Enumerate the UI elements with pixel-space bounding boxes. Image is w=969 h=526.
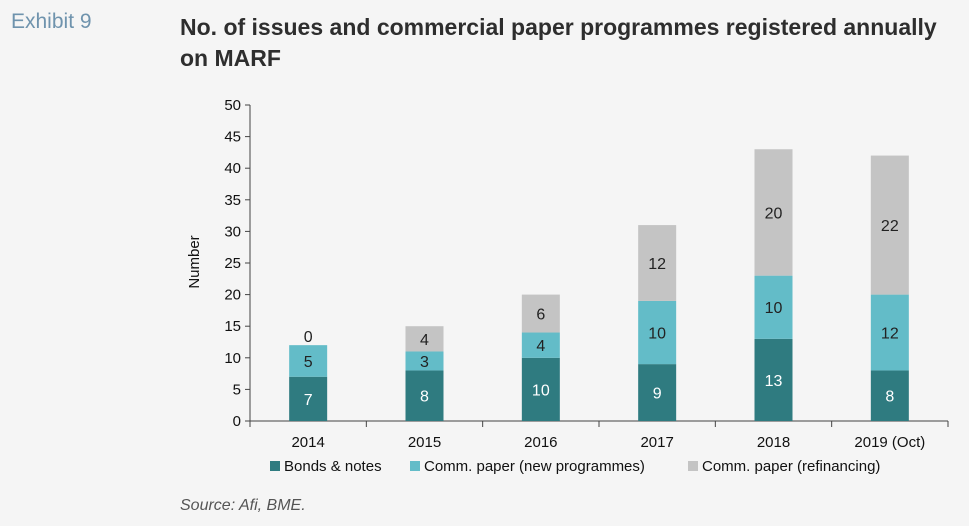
x-tick-label: 2016 <box>524 434 557 451</box>
y-tick-label: 35 <box>224 192 241 209</box>
bar-segment <box>754 338 793 421</box>
bar-segment <box>754 275 793 339</box>
bar-segment <box>289 376 328 421</box>
y-axis: 0 5 10 15 20 25 30 35 40 45 50 <box>224 97 251 430</box>
y-axis-label: Number <box>186 235 203 288</box>
legend-swatch <box>688 461 698 471</box>
legend-label: Bonds & notes <box>284 458 382 475</box>
data-label: 12 <box>881 326 899 343</box>
data-label: 4 <box>536 338 545 355</box>
data-label: 5 <box>304 354 313 371</box>
y-tick-label: 10 <box>224 350 241 367</box>
bar-segment <box>405 326 444 352</box>
data-label: 9 <box>653 386 662 403</box>
y-tick-label: 45 <box>224 129 241 146</box>
y-tick-label: 20 <box>224 287 241 304</box>
bar-segment <box>638 364 677 421</box>
bar-segment <box>521 294 560 333</box>
legend-label: Comm. paper (new programmes) <box>424 458 645 475</box>
exhibit-label: Exhibit 9 <box>11 10 92 33</box>
bar-segment <box>289 345 328 377</box>
x-tick-label: 2019 (Oct) <box>854 434 925 451</box>
y-tick-label: 40 <box>224 160 241 177</box>
bar-segment <box>521 332 560 358</box>
data-label: 8 <box>420 389 429 406</box>
data-label: 22 <box>881 218 899 235</box>
x-tick-label: 2018 <box>757 434 790 451</box>
legend-label: Comm. paper (refinancing) <box>702 458 880 475</box>
data-label: 4 <box>420 332 429 349</box>
bar-segment <box>638 225 677 301</box>
y-tick-label: 5 <box>233 381 241 398</box>
bar-segment <box>870 155 909 295</box>
legend-swatch <box>410 461 420 471</box>
bar-segment <box>870 370 909 421</box>
data-label: 12 <box>648 256 666 273</box>
y-tick-label: 25 <box>224 255 241 272</box>
bar-segment <box>638 300 677 365</box>
bar-segment <box>521 357 560 421</box>
bar-segment <box>405 370 444 421</box>
data-label: 10 <box>532 382 550 399</box>
data-label: 7 <box>304 392 313 409</box>
x-tick-label: 2015 <box>408 434 441 451</box>
data-label: 6 <box>536 307 545 324</box>
source-note: Source: Afi, BME. <box>180 497 306 514</box>
data-label: 10 <box>648 326 666 343</box>
data-label: 3 <box>420 354 429 371</box>
x-axis: 2014 2015 2016 2017 2018 2019 (Oct) <box>249 420 949 451</box>
data-label: 13 <box>765 373 783 390</box>
data-label: 8 <box>885 389 894 406</box>
x-tick-label: 2017 <box>640 434 673 451</box>
y-tick-label: 50 <box>224 97 241 114</box>
data-label: 20 <box>765 205 783 222</box>
legend-swatch <box>270 461 280 471</box>
y-tick-label: 30 <box>224 223 241 240</box>
y-tick-label: 15 <box>224 318 241 335</box>
legend: Bonds & notes Comm. paper (new programmes… <box>270 458 880 475</box>
chart-title: No. of issues and commercial paper progr… <box>180 14 937 71</box>
data-label: 0 <box>304 329 313 346</box>
bar-segment <box>754 149 793 276</box>
bars: 7 5 0 8 3 4 10 4 6 9 10 12 13 10 20 8 12 22 <box>289 149 909 421</box>
bar-segment <box>405 351 444 371</box>
x-tick-label: 2014 <box>291 434 324 451</box>
y-tick-label: 0 <box>233 413 241 430</box>
data-label: 10 <box>765 300 783 317</box>
bar-segment <box>870 294 909 371</box>
